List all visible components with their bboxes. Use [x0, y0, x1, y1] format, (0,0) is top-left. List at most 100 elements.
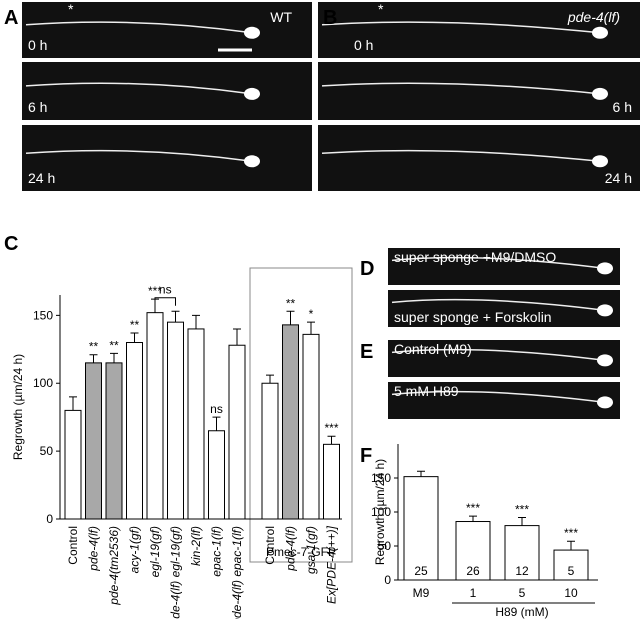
- panel-label: F: [360, 445, 372, 467]
- x-tick-label: 1: [470, 586, 477, 600]
- image-label: 24 h: [28, 170, 55, 186]
- x-tick-label: Control: [66, 526, 80, 565]
- panel-label: A: [4, 7, 18, 29]
- image-label: 6 h: [28, 99, 47, 115]
- image-label: super sponge +M9/DMSO: [394, 249, 556, 265]
- x-tick-label: pde-4(tm2536): [107, 526, 121, 606]
- significance: **: [130, 318, 140, 332]
- significance: *: [309, 307, 314, 321]
- significance: ns: [210, 402, 223, 416]
- bar: [504, 525, 540, 581]
- genotype: WT: [270, 9, 292, 25]
- error-bar: [567, 540, 575, 551]
- error-bar: [233, 328, 241, 346]
- bar: [261, 382, 279, 520]
- error-bar: [171, 310, 180, 323]
- y-tick-label: 50: [378, 539, 392, 553]
- bar: [208, 430, 225, 520]
- sample-size: 26: [466, 564, 480, 578]
- y-tick-label: 150: [371, 471, 391, 485]
- error-bar: [307, 321, 315, 335]
- cell-body: [592, 26, 608, 39]
- error-bar: [518, 516, 526, 526]
- bar: [146, 312, 164, 520]
- image-label: 0 h: [28, 37, 47, 53]
- neurite: [321, 21, 601, 34]
- significance: ***: [324, 421, 338, 435]
- y-tick-label: 150: [33, 308, 53, 322]
- error-bar: [130, 332, 139, 343]
- error-bar: [192, 314, 200, 329]
- error-bar: [89, 354, 98, 363]
- bar: [455, 521, 491, 581]
- significance: ***: [515, 502, 529, 516]
- neurite: [391, 256, 606, 270]
- image-label: super sponge + Forskolin: [394, 309, 552, 325]
- bracket: [154, 297, 176, 306]
- micrographs: 0 h 6 h 24 h WT * 0 h 6 h 24 h pde-4(lf) * super s…: [22, 1, 640, 419]
- significance: ***: [148, 284, 162, 298]
- y-tick-label: 100: [33, 376, 53, 390]
- genotype: pde-4(lf): [567, 9, 620, 25]
- micrograph: [388, 290, 620, 327]
- cell-body: [592, 87, 608, 100]
- bar: [167, 321, 184, 520]
- significance: **: [109, 338, 119, 352]
- image-label: 24 h: [605, 170, 632, 186]
- bar: [64, 409, 82, 520]
- x-tick-label: kin-2(lf): [189, 526, 203, 566]
- x-tick-label: 10: [564, 586, 578, 600]
- micrograph: [22, 2, 312, 58]
- image-label: Control (M9): [394, 341, 472, 357]
- micrograph: [388, 340, 620, 377]
- neurite: [391, 390, 606, 404]
- neurite: [391, 348, 606, 362]
- bar: [85, 362, 102, 520]
- significance: **: [286, 296, 296, 310]
- y-axis-label: Regrowth (µm/24 h): [373, 459, 387, 565]
- x-tick-label: gsa-1(gf): [304, 526, 318, 574]
- x-tick-label: pde-4(lf) egl-19(gf): [169, 526, 183, 619]
- x-tick-label: egl-19(gf): [148, 526, 162, 577]
- marker: *: [68, 1, 74, 17]
- cell-body: [592, 155, 608, 168]
- error-bar: [266, 374, 274, 384]
- error-bar: [327, 435, 336, 445]
- micrograph: [22, 62, 312, 120]
- neurite: [391, 298, 606, 312]
- cell-body: [244, 155, 260, 168]
- neurite: [321, 149, 601, 163]
- panel-label: E: [360, 341, 373, 363]
- neurite: [25, 149, 253, 163]
- bar: [553, 549, 589, 581]
- error-bar: [417, 470, 425, 477]
- micrograph: [388, 382, 620, 419]
- cell-body: [244, 26, 260, 39]
- x-axis-label: H89 (mM): [495, 605, 548, 619]
- cell-body: [597, 396, 613, 409]
- panel-label: C: [4, 233, 18, 255]
- image-label: 0 h: [354, 37, 373, 53]
- bar: [403, 476, 439, 581]
- y-tick-label: 0: [46, 512, 53, 526]
- x-tick-label: 5: [519, 586, 526, 600]
- x-tick-label: pde-4(lf): [87, 526, 101, 572]
- bar: [187, 328, 205, 520]
- micrograph: [388, 248, 620, 285]
- y-tick-label: 0: [384, 573, 391, 587]
- x-tick-label: M9: [413, 586, 430, 600]
- cell-body: [597, 262, 613, 275]
- error-bar: [69, 396, 77, 411]
- significance: ***: [564, 526, 578, 540]
- error-bar: [469, 515, 477, 522]
- significance: **: [89, 340, 99, 354]
- bar: [323, 443, 340, 520]
- bar: [126, 342, 143, 520]
- error-bar: [212, 416, 221, 431]
- significance: ***: [466, 501, 480, 515]
- sample-size: 5: [568, 564, 575, 578]
- panel-label: B: [323, 7, 337, 29]
- x-tick-label: pde-4(lf): [284, 526, 298, 572]
- panel-label: D: [360, 258, 374, 280]
- x-tick-label: pde-4(lf) epac-1(lf): [230, 526, 244, 619]
